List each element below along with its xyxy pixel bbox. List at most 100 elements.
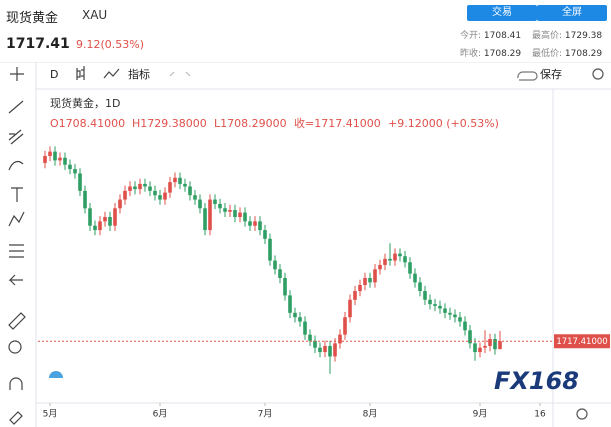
candle-body bbox=[113, 208, 117, 226]
candle-body bbox=[48, 151, 52, 156]
candle-body bbox=[193, 195, 197, 200]
drawing-tools bbox=[8, 66, 604, 425]
candle-body bbox=[443, 308, 447, 313]
candle-body bbox=[343, 317, 347, 335]
price-label-box bbox=[554, 334, 610, 349]
symbol-code: XAU bbox=[82, 8, 108, 22]
stat-value: 1708.29 bbox=[483, 49, 522, 59]
indicators[interactable]: 指标 bbox=[128, 67, 150, 81]
candle-body bbox=[138, 183, 142, 190]
last-price: 1717.41 bbox=[6, 36, 70, 52]
crosshair-tool[interactable] bbox=[10, 67, 24, 81]
trade-button[interactable]: 交易 bbox=[467, 5, 537, 21]
save[interactable]: 保存 bbox=[540, 67, 562, 81]
candle-body bbox=[478, 347, 482, 353]
candle-body bbox=[353, 291, 357, 300]
undo-redo[interactable] bbox=[169, 71, 191, 77]
candle-body bbox=[133, 186, 137, 190]
candle-body bbox=[303, 321, 307, 335]
candle-body bbox=[458, 317, 462, 322]
candle-body bbox=[283, 278, 287, 296]
candle-body bbox=[88, 208, 92, 226]
candle-body bbox=[328, 345, 332, 357]
pattern-tool[interactable] bbox=[8, 211, 25, 227]
stat-label: 最高价: bbox=[532, 31, 563, 41]
legend-open: O1708.41000 bbox=[50, 117, 125, 130]
interval[interactable]: D bbox=[50, 68, 58, 81]
text-tool[interactable] bbox=[11, 187, 23, 202]
candle-body bbox=[278, 269, 282, 278]
candle-body bbox=[238, 212, 242, 217]
candle-body bbox=[108, 217, 112, 226]
candle-body bbox=[63, 157, 67, 165]
candle-body bbox=[408, 262, 412, 274]
watermark: FX168 bbox=[494, 367, 579, 395]
back-tool[interactable] bbox=[8, 274, 23, 286]
candle-body bbox=[128, 186, 132, 191]
legend-title: 现货黄金，1D bbox=[50, 96, 120, 110]
candle-body bbox=[413, 273, 417, 283]
candle-body bbox=[178, 177, 182, 184]
candle-body bbox=[468, 330, 472, 344]
candle-body bbox=[423, 291, 427, 300]
cloud-icon[interactable] bbox=[517, 71, 538, 81]
candle-body bbox=[73, 169, 77, 174]
candle-body bbox=[198, 199, 202, 209]
candle-body bbox=[68, 164, 72, 170]
candle-body bbox=[293, 312, 297, 318]
candle-body bbox=[268, 238, 272, 261]
brush-tool[interactable] bbox=[8, 160, 24, 171]
candle-body bbox=[483, 345, 487, 348]
candle-body bbox=[123, 190, 127, 200]
fib-tool[interactable] bbox=[8, 129, 24, 145]
candle-body bbox=[208, 199, 212, 231]
fullscreen-button[interactable]: 全屏 bbox=[537, 5, 607, 21]
candle-body bbox=[153, 190, 157, 196]
candle-body bbox=[243, 212, 247, 222]
candle-body bbox=[218, 203, 222, 209]
candle-body bbox=[298, 317, 302, 322]
candle-body bbox=[83, 190, 87, 209]
x-tick-label: 7月 bbox=[258, 409, 273, 420]
chart-settings-icon[interactable] bbox=[576, 408, 588, 420]
candle-body bbox=[43, 156, 47, 163]
indicator-icon[interactable] bbox=[103, 68, 120, 79]
candle-body bbox=[318, 347, 322, 353]
candle-body bbox=[488, 339, 492, 346]
candle-body bbox=[103, 217, 107, 222]
candle-body bbox=[358, 284, 362, 292]
candle-body bbox=[433, 304, 437, 306]
measure-tool[interactable] bbox=[9, 244, 24, 258]
candle-body bbox=[498, 341, 502, 350]
stat-value: 1729.38 bbox=[564, 31, 603, 41]
price-label: 1717.41000 bbox=[556, 337, 607, 347]
candle-body bbox=[183, 183, 187, 187]
candle-body bbox=[428, 299, 432, 305]
stat-value: 1708.29 bbox=[564, 49, 603, 59]
candle-body bbox=[213, 199, 217, 204]
candle-body bbox=[98, 221, 102, 231]
logo-icon bbox=[49, 371, 63, 378]
x-tick-label: 9月 bbox=[473, 409, 488, 420]
candle-body bbox=[373, 269, 377, 283]
candle-body bbox=[333, 343, 337, 357]
candle-body bbox=[223, 208, 227, 212]
zoom-tool[interactable] bbox=[8, 340, 22, 354]
candle-body bbox=[233, 210, 237, 217]
line-tool[interactable] bbox=[8, 100, 24, 114]
candle-type[interactable] bbox=[76, 66, 85, 80]
candle-body bbox=[263, 230, 267, 239]
ruler-tool[interactable] bbox=[8, 312, 26, 330]
candle-body bbox=[393, 253, 397, 261]
settings-icon[interactable] bbox=[592, 68, 604, 80]
candle-body bbox=[418, 282, 422, 292]
candle-body bbox=[403, 256, 407, 263]
candle-body bbox=[308, 334, 312, 341]
candle-body bbox=[378, 264, 382, 270]
candle-body bbox=[168, 182, 172, 193]
x-tick-label: 16 bbox=[534, 410, 546, 420]
candle-body bbox=[228, 210, 232, 212]
pencil-tool[interactable] bbox=[9, 411, 23, 425]
candle-body bbox=[258, 221, 262, 231]
magnet-tool[interactable] bbox=[9, 377, 23, 390]
